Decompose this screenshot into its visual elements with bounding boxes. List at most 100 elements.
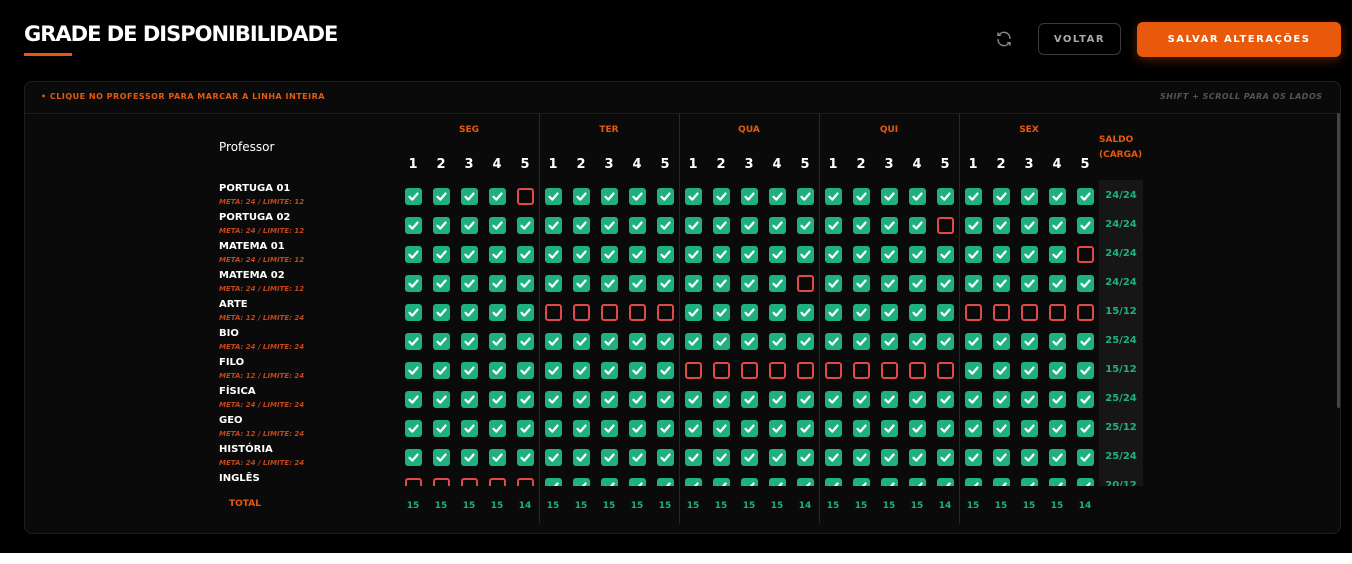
slot-checkbox[interactable] <box>713 217 730 234</box>
slot-checkbox[interactable] <box>1049 333 1066 350</box>
slot-checkbox[interactable] <box>461 449 478 466</box>
slot-checkbox[interactable] <box>713 420 730 437</box>
slot-checkbox[interactable] <box>769 391 786 408</box>
slot-checkbox[interactable] <box>853 217 870 234</box>
slot-checkbox[interactable] <box>741 391 758 408</box>
slot-checkbox[interactable] <box>685 362 702 379</box>
slot-checkbox[interactable] <box>685 217 702 234</box>
slot-checkbox[interactable] <box>433 362 450 379</box>
slot-checkbox[interactable] <box>573 217 590 234</box>
slot-checkbox[interactable] <box>937 246 954 263</box>
slot-checkbox[interactable] <box>573 304 590 321</box>
scrollbar[interactable] <box>1337 113 1340 408</box>
slot-checkbox[interactable] <box>937 362 954 379</box>
slot-checkbox[interactable] <box>657 275 674 292</box>
slot-checkbox[interactable] <box>797 449 814 466</box>
slot-checkbox[interactable] <box>937 217 954 234</box>
slot-checkbox[interactable] <box>825 217 842 234</box>
slot-checkbox[interactable] <box>993 217 1010 234</box>
slot-checkbox[interactable] <box>545 304 562 321</box>
slot-checkbox[interactable] <box>1021 333 1038 350</box>
slot-checkbox[interactable] <box>909 391 926 408</box>
slot-checkbox[interactable] <box>545 449 562 466</box>
slot-checkbox[interactable] <box>405 217 422 234</box>
slot-checkbox[interactable] <box>909 478 926 486</box>
slot-checkbox[interactable] <box>769 275 786 292</box>
slot-checkbox[interactable] <box>461 362 478 379</box>
slot-checkbox[interactable] <box>405 304 422 321</box>
slot-checkbox[interactable] <box>825 304 842 321</box>
slot-checkbox[interactable] <box>517 478 534 486</box>
professor-name[interactable]: GEO <box>219 415 243 426</box>
slot-checkbox[interactable] <box>741 333 758 350</box>
slot-checkbox[interactable] <box>489 275 506 292</box>
slot-checkbox[interactable] <box>909 217 926 234</box>
slot-checkbox[interactable] <box>573 420 590 437</box>
slot-checkbox[interactable] <box>881 304 898 321</box>
slot-checkbox[interactable] <box>993 362 1010 379</box>
slot-checkbox[interactable] <box>909 420 926 437</box>
slot-checkbox[interactable] <box>853 246 870 263</box>
slot-checkbox[interactable] <box>993 478 1010 486</box>
slot-checkbox[interactable] <box>629 333 646 350</box>
slot-checkbox[interactable] <box>517 304 534 321</box>
slot-checkbox[interactable] <box>657 333 674 350</box>
slot-checkbox[interactable] <box>909 275 926 292</box>
slot-checkbox[interactable] <box>965 420 982 437</box>
slot-checkbox[interactable] <box>769 333 786 350</box>
professor-name[interactable]: INGLÊS <box>219 473 260 484</box>
slot-checkbox[interactable] <box>1049 420 1066 437</box>
slot-checkbox[interactable] <box>573 362 590 379</box>
professor-name[interactable]: ARTE <box>219 299 248 310</box>
slot-checkbox[interactable] <box>881 449 898 466</box>
slot-checkbox[interactable] <box>769 362 786 379</box>
slot-checkbox[interactable] <box>601 188 618 205</box>
slot-checkbox[interactable] <box>909 188 926 205</box>
slot-checkbox[interactable] <box>993 304 1010 321</box>
slot-checkbox[interactable] <box>1021 391 1038 408</box>
slot-checkbox[interactable] <box>433 304 450 321</box>
slot-checkbox[interactable] <box>545 217 562 234</box>
slot-checkbox[interactable] <box>937 449 954 466</box>
slot-checkbox[interactable] <box>461 275 478 292</box>
slot-checkbox[interactable] <box>601 217 618 234</box>
slot-checkbox[interactable] <box>1077 188 1094 205</box>
slot-checkbox[interactable] <box>545 478 562 486</box>
slot-checkbox[interactable] <box>433 275 450 292</box>
slot-checkbox[interactable] <box>405 420 422 437</box>
slot-checkbox[interactable] <box>965 304 982 321</box>
slot-checkbox[interactable] <box>965 333 982 350</box>
slot-checkbox[interactable] <box>769 217 786 234</box>
slot-checkbox[interactable] <box>965 246 982 263</box>
slot-checkbox[interactable] <box>713 275 730 292</box>
slot-checkbox[interactable] <box>741 188 758 205</box>
slot-checkbox[interactable] <box>489 478 506 486</box>
slot-checkbox[interactable] <box>1077 420 1094 437</box>
slot-checkbox[interactable] <box>1077 391 1094 408</box>
slot-checkbox[interactable] <box>1021 188 1038 205</box>
slot-checkbox[interactable] <box>629 391 646 408</box>
slot-checkbox[interactable] <box>937 391 954 408</box>
slot-checkbox[interactable] <box>937 275 954 292</box>
slot-checkbox[interactable] <box>713 304 730 321</box>
professor-name[interactable]: BIO <box>219 328 239 339</box>
slot-checkbox[interactable] <box>825 478 842 486</box>
slot-checkbox[interactable] <box>433 217 450 234</box>
slot-checkbox[interactable] <box>853 420 870 437</box>
slot-checkbox[interactable] <box>797 304 814 321</box>
slot-checkbox[interactable] <box>461 478 478 486</box>
slot-checkbox[interactable] <box>741 420 758 437</box>
slot-checkbox[interactable] <box>433 478 450 486</box>
professor-name[interactable]: HISTÓRIA <box>219 444 273 455</box>
slot-checkbox[interactable] <box>937 478 954 486</box>
slot-checkbox[interactable] <box>461 217 478 234</box>
slot-checkbox[interactable] <box>1049 246 1066 263</box>
slot-checkbox[interactable] <box>825 420 842 437</box>
slot-checkbox[interactable] <box>433 449 450 466</box>
slot-checkbox[interactable] <box>461 420 478 437</box>
slot-checkbox[interactable] <box>685 246 702 263</box>
slot-checkbox[interactable] <box>1049 362 1066 379</box>
slot-checkbox[interactable] <box>741 362 758 379</box>
slot-checkbox[interactable] <box>1077 246 1094 263</box>
slot-checkbox[interactable] <box>797 246 814 263</box>
